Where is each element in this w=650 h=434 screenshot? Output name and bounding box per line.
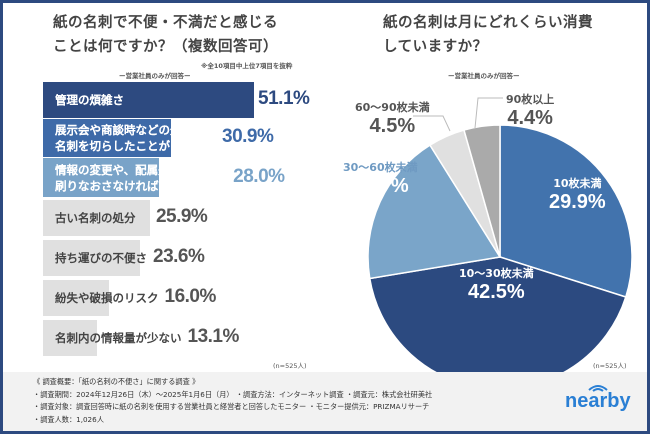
pie-label: 10〜30枚未満 42.5% (459, 267, 534, 303)
nearby-logo: nearby (565, 382, 631, 413)
bar-value-label: 16.0% (164, 286, 217, 307)
bar-label: 展示会や商談時などの外出時に 名刺を切らしたことがある (55, 123, 216, 153)
bar-label: 古い名刺の処分 (55, 211, 136, 225)
pie-chart (367, 97, 633, 373)
bar (43, 82, 255, 118)
right-title: 紙の名刺は月にどれくらい消費 していますか？ (383, 15, 593, 55)
bar (43, 158, 159, 197)
pie-label: 30〜60枚未満 18.7% (343, 161, 418, 197)
bar-label: 情報の変更や、配属先が変わると 刷りなおさなければいけない (55, 162, 228, 193)
left-note: ※全10項目中上位7項目を抜粋 (201, 62, 293, 70)
wifi-icon (588, 385, 608, 392)
bar (43, 119, 171, 157)
bar-label: 紛失や破損のリスク (55, 291, 159, 305)
infographic: 紙の名刺で不便・不満だと感じる ことは何ですか？（複数回答可） ※全10項目中上… (3, 3, 647, 431)
bar-value-label: 30.9% (222, 126, 274, 147)
pie-slice (368, 256, 627, 373)
pie-label: 90枚以上 4.4% (506, 93, 555, 129)
bar-value-label: 28.0% (233, 165, 285, 187)
bar (43, 240, 141, 276)
left-title: 紙の名刺で不便・不満だと感じる ことは何ですか？（複数回答可） (53, 15, 278, 55)
right-subtitle: ー営業社員のみが回答ー (448, 72, 520, 80)
pie-label: 10枚未満 29.9% (549, 177, 606, 213)
bar-value-label: 51.1% (258, 88, 310, 109)
right-n: (n=525人) (593, 362, 627, 370)
bar-label: 持ち運びの不便さ (55, 251, 147, 265)
left-subtitle: ー営業社員のみが回答ー (119, 72, 191, 80)
survey-footer: 《 調査概要：「紙の名刺の不便さ」に関する調査 》 ・調査期間：2024年12月… (3, 372, 647, 431)
bar (43, 200, 150, 236)
pie-slice (367, 144, 502, 280)
leader-line (413, 115, 451, 132)
pie-slice (499, 124, 633, 298)
survey-details: 《 調査概要：「紙の名刺の不便さ」に関する調査 》 ・調査期間：2024年12月… (33, 377, 433, 424)
left-n: (n=525人) (273, 362, 307, 370)
bar-value-label: 25.9% (155, 206, 208, 227)
bar-value-label: 13.1% (187, 326, 240, 347)
bar (43, 320, 98, 356)
pie-slice (463, 124, 501, 258)
leader-line (474, 97, 503, 129)
pie-label: 60〜90枚未満 4.5% (355, 101, 430, 137)
bar-label: 管理の煩雑さ (55, 93, 124, 107)
bar-label: 名刺内の情報量が少ない (55, 331, 182, 345)
bar-value-label: 23.6% (153, 246, 205, 267)
bar (43, 280, 110, 316)
